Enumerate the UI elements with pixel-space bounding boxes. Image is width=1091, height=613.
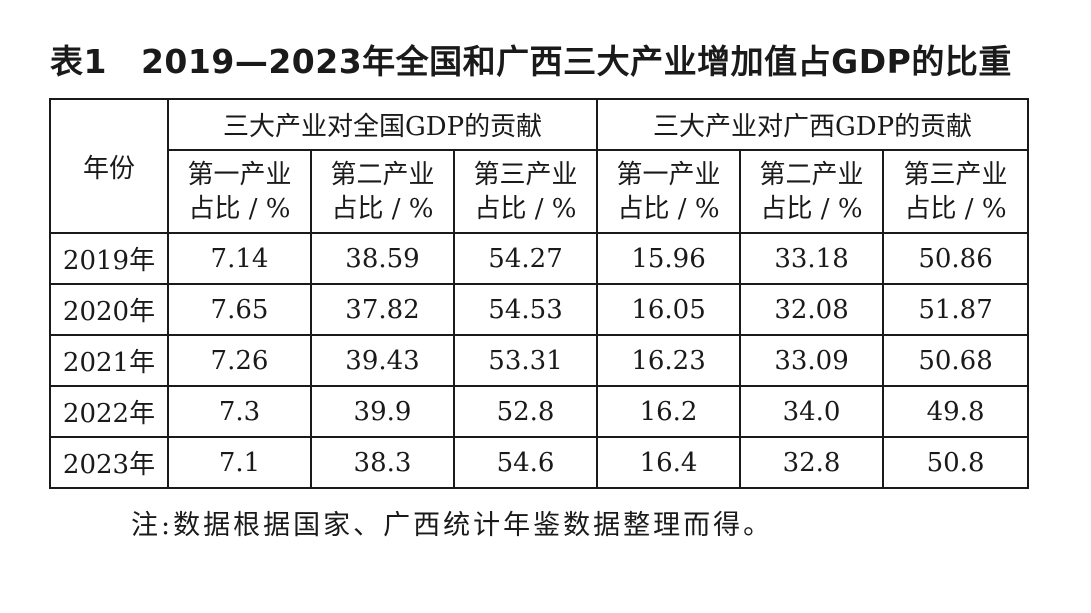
value-cell: 39.9 — [310, 385, 455, 438]
value-cell: 34.0 — [739, 385, 885, 438]
header-row-groups: 年份 三大产业对全国GDP的贡献 三大产业对广西GDP的贡献 — [49, 98, 1030, 234]
sub-header-guangxi-primary: 第一产业 占比 / % — [596, 149, 742, 234]
table-row: 2023年 7.1 38.3 54.6 16.4 32.8 50.8 — [49, 436, 1030, 489]
year-cell: 2021年 — [49, 334, 169, 387]
year-cell: 2020年 — [49, 283, 169, 336]
sub-header-national-secondary: 第二产业 占比 / % — [310, 149, 455, 234]
group-header-national: 三大产业对全国GDP的贡献 — [166, 98, 599, 151]
value-cell: 15.96 — [596, 232, 742, 285]
value-cell: 50.8 — [882, 436, 1030, 489]
table-row: 2019年 7.14 38.59 54.27 15.96 33.18 50.86 — [49, 232, 1030, 285]
value-cell: 53.31 — [452, 334, 599, 387]
value-cell: 39.43 — [310, 334, 455, 387]
year-cell: 2023年 — [49, 436, 169, 489]
year-cell: 2022年 — [49, 385, 169, 438]
sub-header-national-tertiary: 第三产业 占比 / % — [452, 149, 599, 234]
value-cell: 7.65 — [167, 283, 312, 336]
header-row-sectors: 第一产业 占比 / % 第二产业 占比 / % 第三产业 占比 / % 第一产业 占比 … — [50, 149, 1030, 234]
table-row: 2021年 7.26 39.43 53.31 16.23 33.09 50.68 — [49, 334, 1030, 387]
value-cell: 16.23 — [596, 334, 742, 387]
sub-header-national-primary: 第一产业 占比 / % — [167, 149, 312, 234]
value-cell: 7.1 — [167, 436, 312, 489]
value-cell: 7.14 — [167, 232, 312, 285]
value-cell: 51.87 — [882, 283, 1030, 336]
value-cell: 52.8 — [452, 385, 599, 438]
table-title: 表1 2019—2023年全国和广西三大产业增加值占GDP的比重 — [50, 36, 1050, 88]
table-footnote: 注:数据根据国家、广西统计年鉴数据整理而得。 — [131, 510, 774, 541]
value-cell: 54.53 — [452, 283, 599, 336]
table-row: 2020年 7.65 37.82 54.53 16.05 32.08 51.87 — [49, 283, 1030, 336]
gdp-share-table: 年份 三大产业对全国GDP的贡献 三大产业对广西GDP的贡献 第一产业 占比 / … — [49, 98, 1030, 489]
value-cell: 16.2 — [596, 385, 742, 438]
value-cell: 38.59 — [310, 232, 455, 285]
value-cell: 16.4 — [596, 436, 742, 489]
table-number: 表1 — [50, 42, 107, 81]
table-title-text: 2019—2023年全国和广西三大产业增加值占GDP的比重 — [140, 42, 1012, 81]
value-cell: 49.8 — [882, 385, 1030, 438]
value-cell: 7.3 — [167, 385, 312, 438]
value-cell: 54.6 — [452, 436, 599, 489]
value-cell: 38.3 — [310, 436, 455, 489]
value-cell: 37.82 — [310, 283, 455, 336]
table-row: 2022年 7.3 39.9 52.8 16.2 34.0 49.8 — [49, 385, 1030, 438]
value-cell: 16.05 — [596, 283, 742, 336]
year-cell: 2019年 — [49, 232, 169, 285]
value-cell: 50.86 — [882, 232, 1030, 285]
value-cell: 54.27 — [452, 232, 599, 285]
value-cell: 33.18 — [739, 232, 885, 285]
year-column-header: 年份 — [49, 98, 169, 234]
value-cell: 32.08 — [739, 283, 885, 336]
value-cell: 32.8 — [739, 436, 885, 489]
value-cell: 7.26 — [167, 334, 312, 387]
group-header-guangxi: 三大产业对广西GDP的贡献 — [596, 98, 1030, 151]
sub-header-guangxi-tertiary: 第三产业 占比 / % — [882, 149, 1030, 234]
value-cell: 33.09 — [739, 334, 885, 387]
sub-header-guangxi-secondary: 第二产业 占比 / % — [739, 149, 885, 234]
value-cell: 50.68 — [882, 334, 1030, 387]
